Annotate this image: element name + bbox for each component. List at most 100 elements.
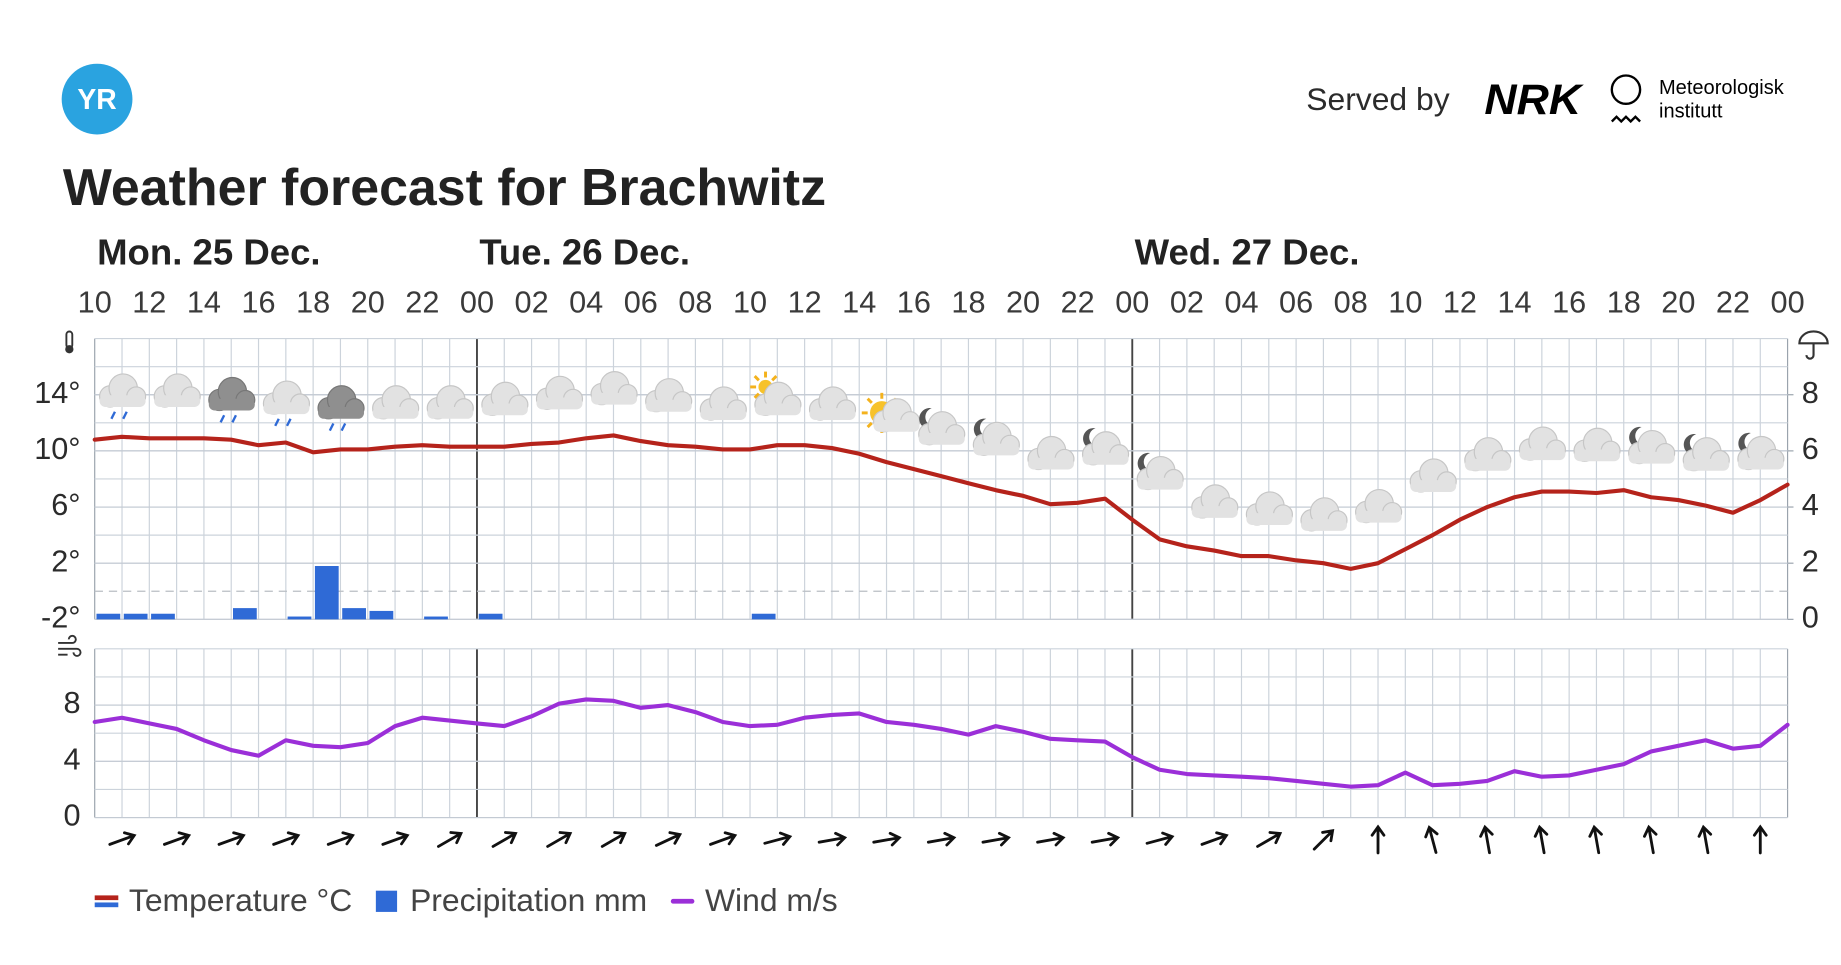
cloud-part [1574, 449, 1621, 462]
logo-circle [61, 63, 133, 135]
y2-tick-label: 2 [1802, 544, 1819, 578]
wind-arrow [709, 831, 738, 846]
cloud-icon [872, 398, 921, 433]
day-label: Wed. 27 Dec. [1135, 231, 1360, 272]
precipitation-bar [123, 613, 148, 620]
met-logo-wave [1610, 115, 1641, 124]
x-tick-label: 14 [187, 285, 221, 319]
x-tick-label: 16 [241, 285, 275, 319]
wind-arrow [217, 831, 246, 846]
cloud-icon [808, 386, 857, 421]
cloud-part [1464, 458, 1511, 471]
cloud-part [481, 403, 528, 416]
cloud-icon [208, 376, 256, 412]
moon-icon [1083, 428, 1102, 450]
yr-logo: YR [61, 63, 133, 135]
wind-arrow [1036, 831, 1066, 847]
cloud-part [99, 395, 146, 407]
cloud-icon [99, 373, 147, 408]
precipitation-bar [96, 613, 121, 620]
cloud-part [1628, 451, 1675, 464]
wind-arrow [326, 831, 355, 846]
legend-swatch [375, 890, 398, 912]
legend-label: Temperature °C [129, 882, 352, 918]
rain-drop [219, 414, 226, 423]
moon-icon [973, 418, 993, 440]
weather-icons [99, 371, 1785, 532]
rain-drop [231, 414, 238, 423]
moon-icon [1683, 433, 1703, 456]
cloud-icon [1409, 458, 1457, 493]
cloud-icon [262, 380, 311, 415]
cloud-part [536, 397, 583, 410]
rain-drop [122, 411, 128, 420]
cloud-icon [1518, 426, 1567, 461]
met-name: Meteorologisk [1659, 77, 1785, 99]
precipitation-bar [314, 565, 339, 620]
wind-arrow [1533, 824, 1549, 855]
wind-arrow [491, 831, 518, 848]
y-tick-label: 10° [34, 432, 80, 466]
wind-arrow [1256, 831, 1283, 848]
x-tick-label: 08 [678, 285, 712, 319]
y-tick-label: 8 [63, 686, 80, 720]
umbrella-icon [1798, 330, 1829, 360]
x-tick-label: 14 [1497, 285, 1531, 319]
x-tick-label: 00 [460, 285, 494, 319]
cloud-part [645, 399, 692, 412]
y-tick-label: 14° [34, 376, 80, 410]
wind-arrow [1090, 831, 1121, 847]
y-tick-label: 6° [51, 488, 80, 522]
cloud-icon [1191, 484, 1239, 519]
x-tick-label: 22 [1716, 285, 1750, 319]
cloud-part [208, 398, 255, 411]
nrk-logo: NRK [1484, 76, 1584, 123]
thermometer-icon [65, 330, 74, 354]
cloud-part [1246, 513, 1293, 525]
rain-drop [340, 422, 347, 432]
y-tick-label: 4 [63, 742, 80, 776]
y2-tick-label: 0 [1802, 600, 1819, 634]
thermometer-bulb [65, 345, 74, 354]
cloud-icon [372, 385, 420, 420]
cloud-part [1737, 457, 1784, 470]
cloud-part [873, 419, 920, 432]
legend: Temperature °C Precipitation mm Wind m/s [94, 882, 838, 918]
precipitation-bar [751, 613, 776, 620]
cloud-icon [590, 371, 638, 406]
cloud-part [591, 392, 638, 405]
x-tick-label: 06 [624, 285, 658, 319]
wind-arrow [163, 831, 192, 846]
wind-arrow [872, 831, 902, 847]
cloud-part [1683, 458, 1730, 471]
x-tick-label: 22 [1061, 285, 1095, 319]
x-tick-label: 16 [897, 285, 931, 319]
precipitation-bar [342, 608, 366, 620]
legend-label: Wind m/s [705, 882, 838, 918]
x-tick-label: 12 [132, 285, 166, 319]
wind-icon [58, 634, 82, 657]
cloud-part [263, 402, 310, 415]
cloud-part [427, 406, 474, 419]
wind-arrow [1752, 824, 1768, 855]
rain-drop [328, 422, 335, 432]
wind-arrow [272, 831, 301, 846]
wind-arrow [108, 831, 137, 846]
sun-ray [753, 375, 760, 382]
precipitation-bar [369, 610, 394, 620]
x-tick-label: 00 [1115, 285, 1149, 319]
cloud-part [1300, 519, 1348, 531]
precipitation-bar [232, 608, 257, 620]
moon-icon [919, 408, 938, 430]
met-logo-circle [1610, 74, 1642, 105]
cloud-icon [153, 373, 201, 408]
cloud-part [1027, 457, 1074, 470]
series-line [92, 697, 1790, 789]
wind-arrow [1588, 824, 1603, 855]
cloud-part [1519, 448, 1566, 461]
x-tick-label: 12 [788, 285, 822, 319]
cloud-icon [972, 421, 1020, 456]
legend-label: Precipitation mm [410, 882, 647, 918]
